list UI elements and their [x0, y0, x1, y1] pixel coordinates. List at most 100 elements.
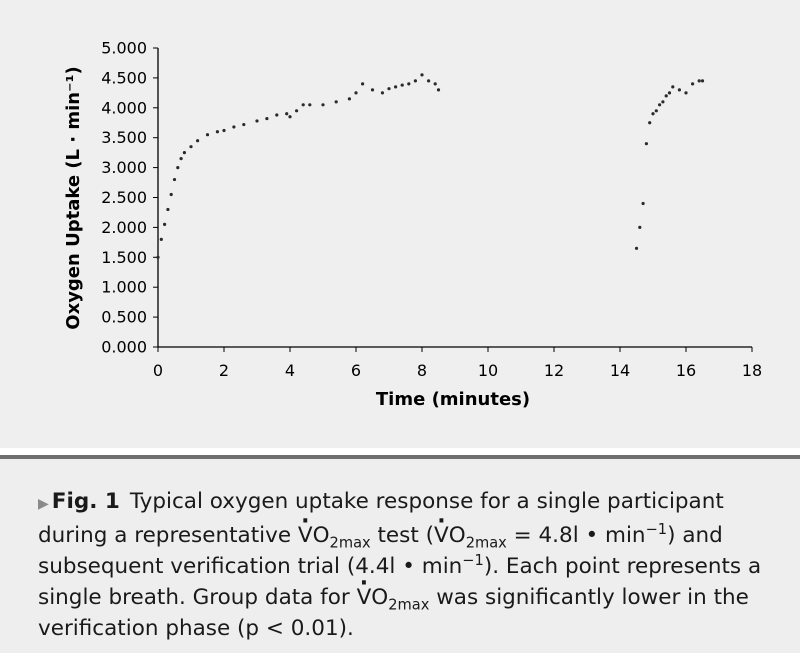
x-tick-label: 12: [544, 361, 564, 380]
vo2-o-1: O: [312, 523, 330, 548]
data-point-series-2: [654, 109, 658, 113]
data-point-series-1: [433, 82, 437, 86]
data-point-series-1: [407, 82, 411, 86]
oxygen-uptake-chart: 0.000 0.500 1.000 1.500 2.000 2.500 3.000 3.500…: [63, 39, 762, 411]
caption-text-3: = 4.8l • min: [506, 523, 646, 548]
y-tick-label: 3.500: [101, 128, 147, 147]
data-point-series-1: [308, 103, 312, 107]
data-point-series-1: [288, 115, 292, 119]
y-tick-label: 2.000: [101, 218, 147, 237]
data-point-series-1: [205, 133, 210, 137]
superscript-minus-one-2: −1: [462, 551, 484, 569]
data-point-series-1: [301, 103, 305, 107]
data-point-series-2: [638, 225, 642, 229]
data-point-series-1: [275, 113, 279, 117]
vo2-o-3: O: [371, 585, 389, 610]
data-point-series-1: [166, 207, 170, 212]
axes: [153, 47, 753, 352]
data-point-series-1: [156, 255, 160, 259]
x-tick-label: 10: [478, 361, 498, 380]
data-point-series-1: [394, 85, 398, 89]
y-tick-label: 4.000: [101, 98, 147, 117]
figure-caption: ▶ Fig. 1 Typical oxygen uptake response fo…: [38, 486, 773, 644]
y-tick-label: 0.500: [101, 308, 147, 327]
data-point-series-2: [697, 79, 701, 83]
data-point-series-1: [169, 192, 173, 197]
data-point-series-1: [413, 79, 417, 83]
data-point-series-1: [334, 100, 338, 104]
vo2-v-symbol-1: V: [298, 520, 313, 551]
y-tick-label: 4.500: [101, 68, 147, 87]
tick-labels: 0.000 0.500 1.000 1.500 2.000 2.500 3.000 3.500…: [101, 39, 762, 381]
y-tick-label: 1.500: [101, 248, 147, 267]
caption-text-5: ). Each point represents a single breath…: [38, 554, 762, 610]
vo2-subscript-2: 2max: [465, 534, 507, 552]
x-tick-label: 18: [742, 361, 762, 380]
data-point-series-2: [664, 94, 668, 98]
data-point-series-1: [347, 97, 351, 101]
vo2-subscript-3: 2max: [388, 596, 430, 614]
data-point-series-2: [648, 121, 652, 125]
data-point-series-1: [215, 130, 219, 134]
data-point-series-1: [295, 109, 299, 113]
x-tick-label: 8: [417, 361, 427, 380]
x-tick-label: 14: [610, 361, 630, 380]
caption-text-1: Typical oxygen uptake response for a sin…: [38, 489, 724, 548]
data-point-series-1: [361, 82, 365, 86]
x-tick-label: 2: [219, 361, 229, 380]
data-point-series-1: [189, 145, 193, 149]
data-point-series-2: [651, 112, 655, 116]
data-point-series-1: [354, 91, 358, 95]
data-point-series-1: [159, 237, 163, 241]
data-point-series-1: [420, 73, 424, 77]
data-point-series-1: [176, 166, 180, 170]
data-point-series-2: [658, 103, 662, 107]
y-tick-label: 2.500: [101, 188, 147, 207]
data-point-series-1: [380, 91, 384, 95]
data-point-series-2: [684, 91, 688, 95]
data-point-series-2: [634, 246, 639, 250]
data-point-series-1: [370, 88, 375, 92]
superscript-minus-one-1: −1: [645, 520, 668, 538]
vo2-v-symbol-3: V: [357, 582, 372, 613]
y-axis-title: Oxygen Uptake (L · min⁻¹): [63, 66, 84, 329]
data-point-series-1: [163, 222, 167, 227]
data-point-series-2: [700, 79, 705, 83]
data-point-series-1: [196, 139, 200, 143]
data-point-series-2: [671, 85, 675, 89]
x-tick-label: 4: [285, 361, 295, 380]
data-point-series-2: [644, 142, 649, 146]
x-tick-label: 0: [153, 361, 163, 380]
vo2-subscript-1: 2max: [329, 534, 371, 552]
vo2-o-2: O: [448, 523, 466, 548]
y-tick-label: 0.000: [101, 338, 147, 357]
vo2-v-symbol-2: V: [434, 520, 449, 551]
data-point-series-1: [179, 157, 183, 161]
chart-panel: 0.000 0.500 1.000 1.500 2.000 2.500 3.000 3.500…: [0, 0, 800, 448]
caption-text-2: test (: [370, 523, 435, 548]
data-point-series-1: [242, 122, 246, 127]
x-tick-label: 6: [351, 361, 361, 380]
data-point-series-1: [232, 125, 236, 129]
data-point-series-2: [667, 91, 672, 95]
data-point-series-1: [222, 128, 226, 133]
data-point-series-1: [400, 83, 404, 87]
data-point-series-1: [387, 87, 391, 91]
data-point-series-2: [691, 82, 695, 86]
data-point-series-1: [182, 151, 186, 155]
y-tick-label: 1.000: [101, 278, 147, 297]
data-points: [156, 73, 705, 259]
x-tick-label: 16: [676, 361, 696, 380]
data-point-series-1: [427, 79, 431, 83]
data-point-series-2: [677, 88, 682, 92]
y-tick-label: 3.000: [101, 158, 147, 177]
data-point-series-1: [321, 103, 325, 107]
data-point-series-1: [265, 116, 269, 121]
caption-text-6: was significantly lower in the verificat…: [38, 585, 749, 641]
caption-text-4: ) and subsequent verification trial (4.4…: [38, 523, 723, 579]
x-axis-title: Time (minutes): [376, 389, 530, 410]
data-point-series-1: [255, 119, 259, 123]
y-tick-label: 5.000: [101, 39, 147, 58]
data-point-series-1: [172, 177, 177, 182]
data-point-series-2: [661, 100, 665, 104]
